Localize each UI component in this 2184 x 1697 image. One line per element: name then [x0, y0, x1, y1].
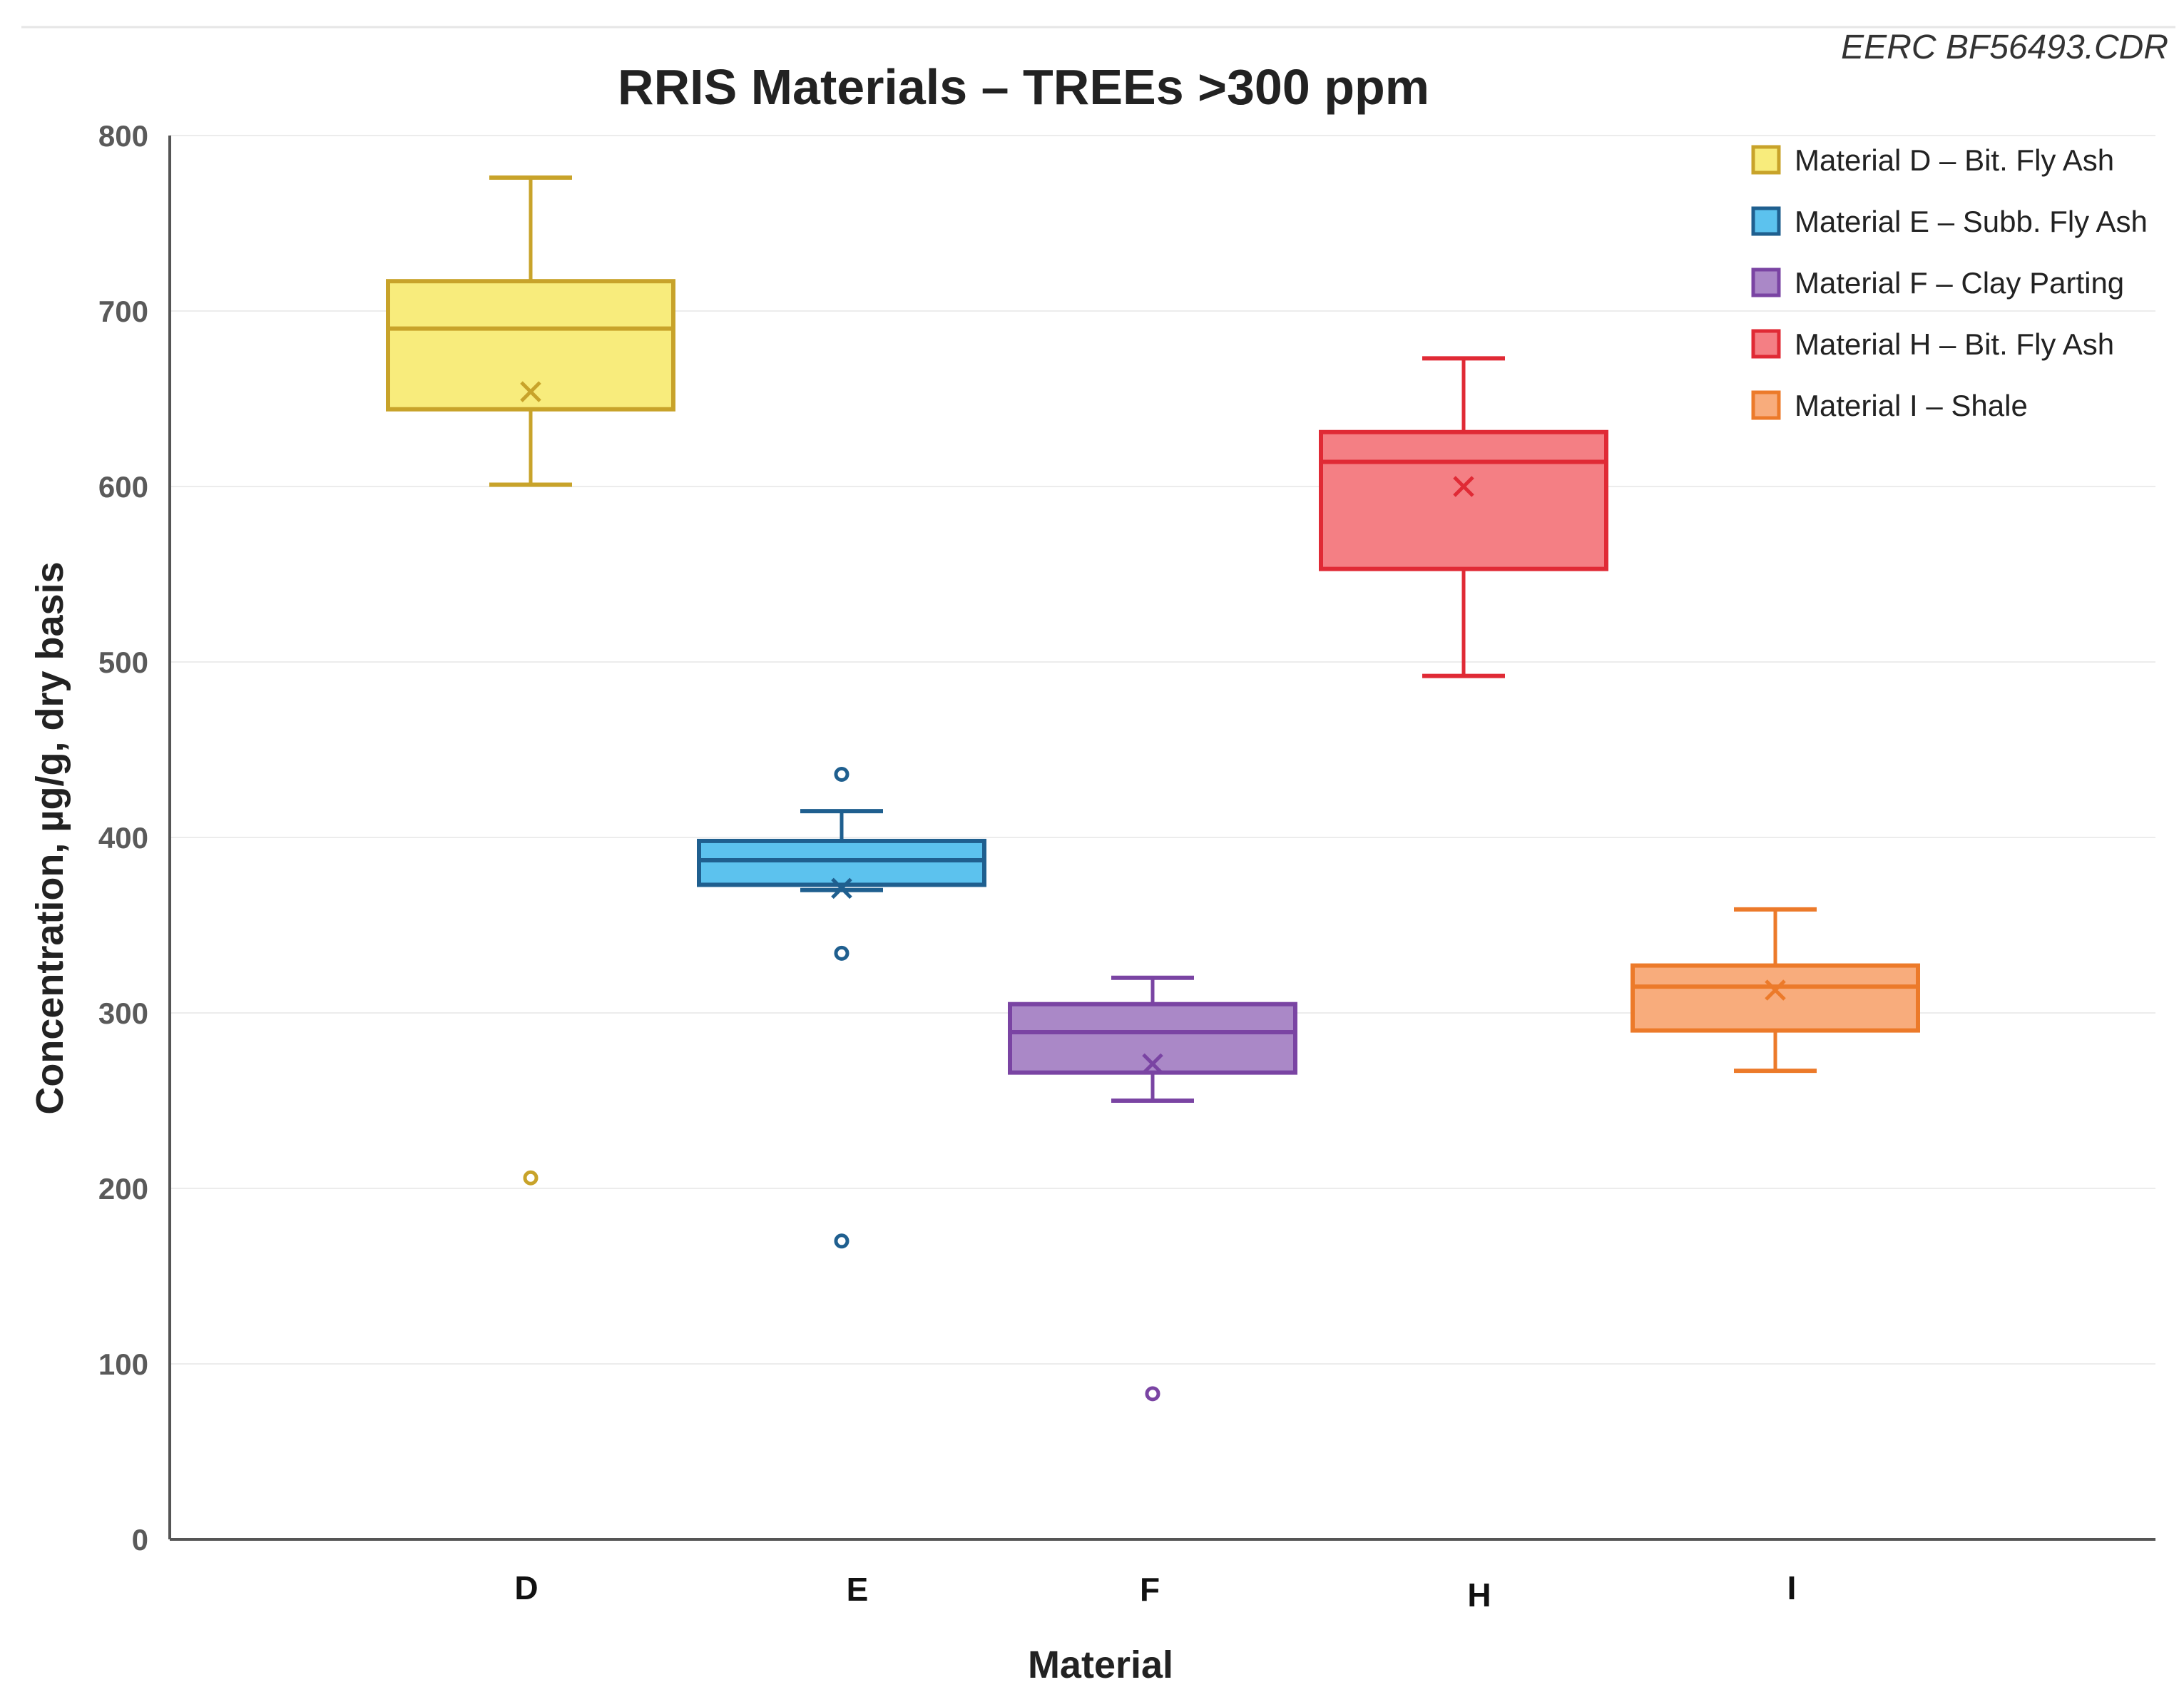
- legend-item-d: Material D – Bit. Fly Ash: [1751, 143, 2114, 177]
- legend-label: Material F – Clay Parting: [1795, 266, 2124, 300]
- iqr-box: [386, 279, 675, 412]
- legend-swatch: [1751, 329, 1781, 359]
- legend-swatch: [1751, 390, 1781, 420]
- legend-item-i: Material I – Shale: [1751, 389, 2028, 422]
- legend-item-h: Material H – Bit. Fly Ash: [1751, 327, 2114, 361]
- x-tick-label: D: [514, 1569, 538, 1606]
- legend-item-e: Material E – Subb. Fly Ash: [1751, 205, 2148, 238]
- iqr-box: [697, 838, 986, 887]
- box-d: [386, 175, 675, 1186]
- box-i: [1631, 907, 1920, 1074]
- outlier-point: [834, 1233, 849, 1249]
- y-tick-label: 400: [98, 821, 148, 855]
- mean-marker: [1453, 476, 1474, 497]
- y-tick-label: 300: [98, 997, 148, 1030]
- iqr-box: [1631, 963, 1920, 1033]
- y-tick-labels: 0 100 200 300 400 500 600 700 800: [98, 119, 148, 1556]
- mean-marker: [1142, 1053, 1163, 1075]
- legend-item-f: Material F – Clay Parting: [1751, 266, 2124, 300]
- mean-marker: [1765, 979, 1786, 1001]
- y-tick-label: 0: [132, 1523, 148, 1556]
- mean-marker: [831, 877, 852, 900]
- axes: [168, 136, 2155, 1541]
- box-h: [1319, 356, 1608, 678]
- box-series: [386, 175, 1920, 1402]
- legend: Material D – Bit. Fly Ash Material E – Su…: [1751, 143, 2148, 422]
- legend-label: Material D – Bit. Fly Ash: [1795, 143, 2114, 177]
- legend-swatch: [1751, 206, 1781, 236]
- x-tick-label: I: [1787, 1569, 1797, 1606]
- outlier-point: [1145, 1386, 1160, 1402]
- outlier-point: [523, 1170, 539, 1186]
- box-e: [697, 766, 986, 1249]
- y-tick-label: 200: [98, 1172, 148, 1206]
- chart-title: RRIS Materials – TREEs >300 ppm: [618, 59, 1429, 115]
- y-tick-label: 800: [98, 119, 148, 153]
- legend-label: Material E – Subb. Fly Ash: [1795, 205, 2148, 238]
- iqr-box: [1319, 429, 1608, 571]
- y-tick-label: 500: [98, 646, 148, 679]
- legend-label: Material H – Bit. Fly Ash: [1795, 327, 2114, 361]
- x-axis-title: Material: [1028, 1644, 1173, 1686]
- iqr-box: [1008, 1002, 1297, 1075]
- y-tick-label: 100: [98, 1347, 148, 1381]
- box-f: [1008, 975, 1297, 1402]
- file-watermark: EERC BF56493.CDR: [1841, 29, 2168, 66]
- outlier-point: [834, 766, 849, 782]
- y-tick-label: 700: [98, 295, 148, 328]
- x-tick-label: F: [1140, 1571, 1160, 1608]
- legend-swatch: [1751, 145, 1781, 175]
- y-tick-label: 600: [98, 470, 148, 504]
- outlier-point: [834, 945, 849, 961]
- legend-label: Material I – Shale: [1795, 389, 2028, 422]
- legend-swatch: [1751, 267, 1781, 297]
- y-axis-title: Concentration, µg/g, dry basis: [29, 561, 71, 1114]
- x-tick-label: H: [1467, 1576, 1491, 1614]
- mean-marker: [520, 381, 541, 402]
- x-tick-label: E: [847, 1571, 869, 1608]
